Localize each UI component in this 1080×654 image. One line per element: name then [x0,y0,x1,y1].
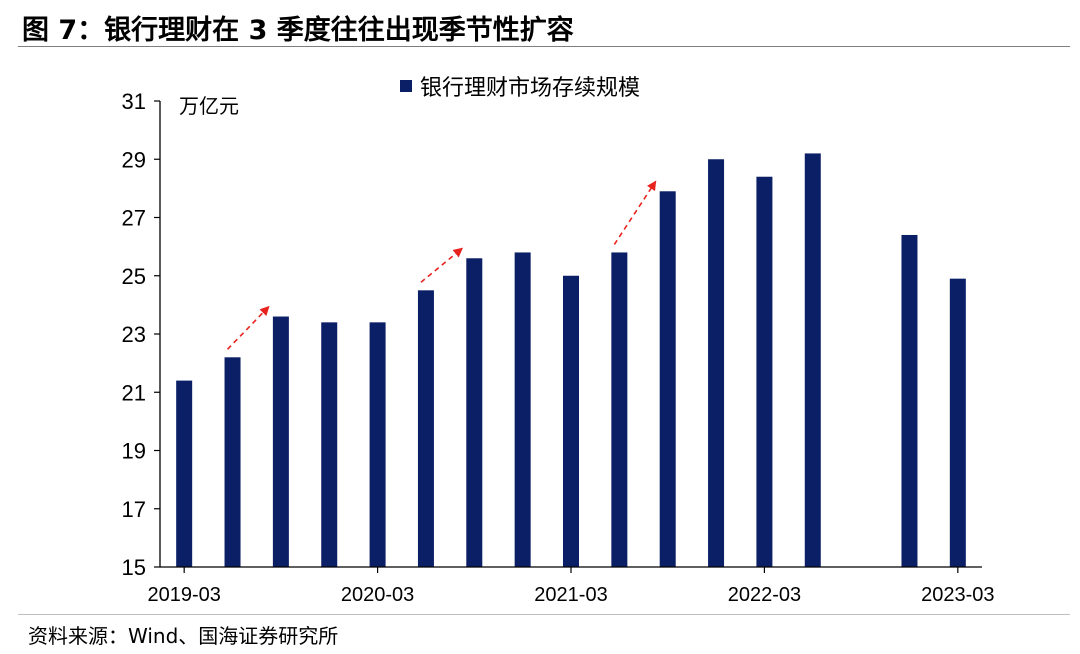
y-axis-unit-label: 万亿元 [179,94,239,118]
x-tick-label: 2020-03 [341,584,414,606]
bar-2019-12 [321,322,338,567]
bar-2021-12 [708,159,725,567]
bar-2020-12 [514,252,531,567]
growth-arrow-1 [226,305,270,350]
figure-source: 资料来源：Wind、国海证券研究所 [28,624,339,648]
growth-arrow-2 [420,247,464,283]
legend-label: 银行理财市场存续规模 [420,76,640,101]
bar-2019-06 [224,357,241,567]
y-tick-label: 31 [122,89,146,114]
bar-2019-09 [272,316,289,567]
arrows-layer [226,180,657,350]
growth-arrow-3 [613,180,657,245]
bar-2021-03 [563,275,579,567]
y-tick-label: 17 [122,497,146,522]
bar-2022-06 [804,153,821,568]
x-tick-label: 2022-03 [728,584,801,606]
x-tick-label: 2021-03 [534,584,607,606]
title-rule [18,46,1070,47]
x-tick-label: 2023-03 [921,584,994,606]
y-tick-label: 23 [122,322,146,347]
legend-swatch [400,80,412,92]
bar-2023-03 [949,278,966,567]
bar-2019-03 [176,380,193,567]
y-tick-label: 19 [122,439,146,464]
bar-2020-03 [369,322,386,567]
footer-rule [18,614,1070,615]
y-tick-label: 29 [122,147,146,172]
y-tick-label: 25 [122,264,146,289]
bars-layer [176,153,966,568]
y-tick-label: 21 [122,380,146,405]
bar-2022-12 [901,234,918,567]
bar-2022-03 [756,176,773,567]
figure-title: 图 7：银行理财在 3 季度往往出现季节性扩容 [22,15,574,46]
y-tick-label: 27 [122,206,146,231]
axes-layer: 15 17 19 21 23 25 27 29 31 2019-03 2020-03 2021-03 2… [122,89,995,606]
y-tick-label: 15 [122,555,146,580]
bar-2021-06 [611,252,628,567]
legend: 银行理财市场存续规模 [400,76,640,101]
bar-2020-09 [466,258,483,567]
x-tick-label: 2019-03 [147,584,220,606]
bar-2020-06 [417,290,434,567]
bar-2021-09 [659,191,676,567]
bar-chart: 15 17 19 21 23 25 27 29 31 2019-03 2020-03 2021-03 2… [122,76,995,606]
